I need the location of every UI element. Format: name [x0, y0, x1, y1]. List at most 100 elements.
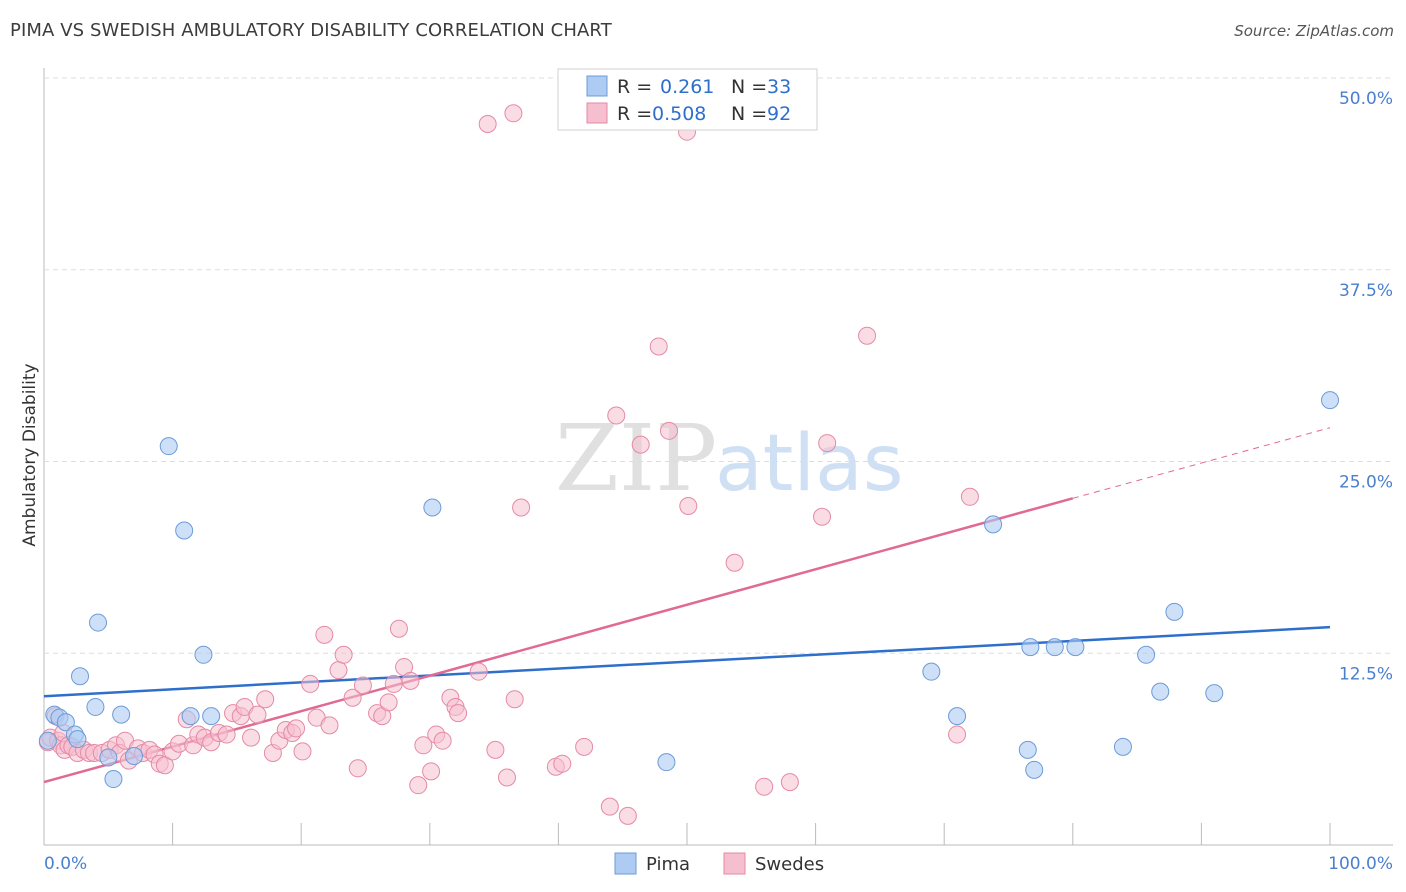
pima-point-18: [423, 498, 442, 517]
pima-point-32: [1205, 684, 1224, 703]
pima-point-3: [56, 713, 75, 732]
pima-point-23: [1021, 638, 1040, 657]
watermark-zip: ZIP: [555, 405, 717, 512]
swedes-point-85: [755, 777, 774, 796]
swedes-point-64: [422, 762, 441, 781]
swedes-point-49: [320, 716, 339, 735]
legend-pima-swatch: [614, 852, 637, 875]
swedes-legend-swatch: [586, 102, 608, 124]
swedes-point-89: [948, 725, 967, 744]
swedes-n-value: 92: [767, 103, 791, 125]
y-tick-label-3: 50.0%: [1339, 89, 1393, 109]
pima-legend-swatch: [586, 75, 608, 97]
swedes-point-57: [379, 693, 398, 712]
chart-title: PIMA VS SWEDISH AMBULATORY DISABILITY CO…: [10, 20, 612, 41]
swedes-point-61: [401, 671, 420, 690]
pima-point-22: [984, 515, 1003, 534]
swedes-point-78: [600, 797, 619, 816]
swedes-point-58: [384, 674, 403, 693]
pima-point-29: [1137, 645, 1156, 664]
source-label: Source: ZipAtlas.com: [1234, 22, 1394, 40]
y-axis-label: Ambulatory Disability: [20, 363, 40, 546]
swedes-point-50: [329, 661, 348, 680]
pima-point-17: [202, 707, 221, 726]
swedes-point-63: [414, 736, 433, 755]
swedes-point-62: [409, 776, 428, 795]
pima-point-8: [89, 613, 108, 632]
pima-point-25: [1025, 760, 1044, 779]
legend-swedes-swatch: [723, 852, 746, 875]
pima-point-16: [194, 645, 213, 664]
swedes-point-46: [301, 674, 320, 693]
pima-n-label: N =: [731, 76, 767, 98]
pima-point-19: [657, 753, 676, 772]
swedes-point-82: [659, 421, 678, 440]
pima-point-30: [1151, 682, 1170, 701]
y-tick-label-2: 37.5%: [1339, 281, 1393, 301]
pima-point-10: [104, 770, 123, 789]
pima-point-15: [181, 707, 200, 726]
swedes-point-81: [649, 337, 668, 356]
swedes-point-88: [858, 326, 877, 345]
legend-pima-label: Pima: [646, 854, 690, 875]
swedes-point-86: [780, 773, 799, 792]
legend-swedes-label: Swedes: [755, 854, 824, 875]
pima-r-value: 0.261: [660, 76, 714, 98]
pima-point-6: [71, 667, 90, 686]
swedes-point-74: [512, 498, 531, 517]
swedes-point-37: [242, 728, 261, 747]
watermark: ZIP atlas: [555, 405, 904, 512]
pima-point-33: [1321, 391, 1339, 410]
x-tick-label-min: 0.0%: [44, 854, 87, 874]
swedes-point-76: [553, 754, 572, 773]
swedes-point-87: [813, 507, 832, 526]
pima-point-9: [99, 748, 118, 767]
swedes-point-93: [818, 434, 837, 453]
swedes-point-54: [353, 676, 372, 695]
swedes-point-24: [155, 756, 174, 775]
swedes-point-79: [607, 406, 626, 425]
pima-point-31: [1165, 602, 1184, 621]
swedes-point-70: [469, 662, 488, 681]
swedes-point-52: [343, 688, 362, 707]
stats-legend: R = 0.261 N = 33 R = 0.508 N = 92: [557, 68, 818, 131]
swedes-point-33: [217, 725, 236, 744]
series-legend: Pima Swedes: [614, 852, 824, 875]
swedes-r-value: 0.508: [652, 103, 706, 125]
pima-point-14: [175, 521, 194, 540]
swedes-point-38: [248, 705, 267, 724]
swedes-point-72: [497, 768, 516, 787]
x-tick-label-max: 100.0%: [1328, 854, 1393, 874]
swedes-point-71: [486, 740, 505, 759]
pima-point-20: [922, 662, 941, 681]
pima-n-value: 33: [767, 76, 791, 98]
pima-trend-line: [43, 625, 1331, 698]
swedes-point-77: [575, 737, 594, 756]
swedes-point-95: [478, 115, 497, 134]
swedes-point-73: [505, 690, 524, 709]
watermark-atlas: atlas: [715, 419, 904, 509]
swedes-trend-extension: [1072, 427, 1331, 499]
y-tick-label-1: 25.0%: [1339, 473, 1393, 493]
pima-point-12: [125, 747, 144, 766]
swedes-point-83: [679, 496, 698, 515]
pima-point-7: [86, 697, 105, 716]
pima-point-21: [948, 707, 967, 726]
swedes-point-53: [348, 759, 367, 778]
pima-points: [38, 391, 1339, 789]
y-tick-label-0: 12.5%: [1339, 664, 1393, 684]
swedes-point-45: [293, 742, 312, 761]
swedes-point-84: [725, 553, 744, 572]
pima-r-label: R =: [617, 76, 652, 98]
pima-point-13: [159, 437, 178, 456]
y-tick-labels: 12.5% 25.0% 37.5% 50.0%: [1339, 89, 1393, 684]
swedes-point-80: [631, 435, 650, 454]
pima-point-5: [68, 730, 87, 749]
swedes-point-59: [389, 619, 408, 638]
swedes-point-91: [504, 104, 523, 123]
swedes-point-66: [433, 731, 452, 750]
swedes-point-48: [315, 625, 334, 644]
swedes-point-51: [334, 645, 353, 664]
swedes-point-69: [449, 704, 468, 723]
